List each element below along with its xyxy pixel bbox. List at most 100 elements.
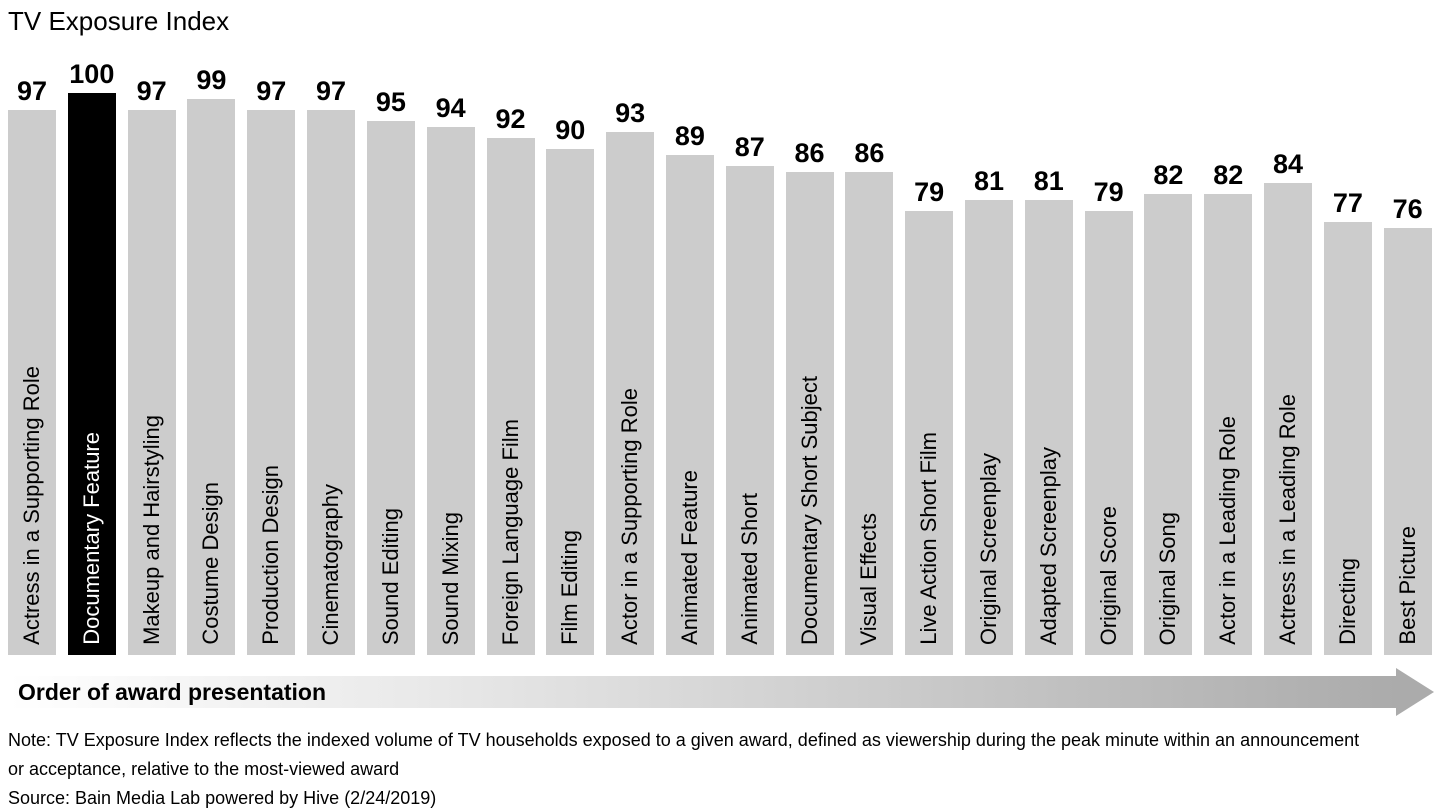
bar-value-label: 79: [914, 177, 945, 207]
bar-column: 86 Visual Effects: [845, 138, 894, 655]
bar: Original Score: [1084, 211, 1133, 655]
bar-category-label: Original Screenplay: [976, 453, 1001, 645]
bar-value-label: 87: [734, 132, 765, 162]
bar-category-label: Sound Editing: [377, 508, 403, 645]
bar-column: 92 Foreign Language Film: [486, 104, 535, 655]
bar-column: 97 Actress in a Supporting Role: [8, 78, 56, 655]
bar-category-label: Adapted Screenplay: [1035, 446, 1061, 645]
bar-highlighted: Documentary Feature: [67, 93, 116, 655]
bar-column: 97 Production Design: [247, 76, 296, 655]
bar: Actress in a Supporting Role: [8, 110, 56, 655]
bar-column: 82 Actor in a Leading Role: [1204, 160, 1253, 655]
bar-value-label: 93: [615, 98, 646, 128]
bar-column: 81 Original Screenplay: [965, 168, 1013, 655]
bar-column: 79 Live Action Short Film: [905, 177, 954, 655]
note-text: Note: TV Exposure Index reflects the ind…: [8, 730, 1360, 779]
arrow-gradient-bar: [8, 676, 1397, 708]
bar: Visual Effects: [845, 172, 894, 655]
bar-column: 82 Original Song: [1144, 160, 1193, 655]
chart-title: TV Exposure Index: [8, 6, 230, 36]
bar: Foreign Language Film: [486, 138, 535, 655]
bar-value-label: 95: [375, 87, 406, 117]
bar-value-label: 92: [495, 104, 526, 134]
bar: Animated Feature: [665, 155, 714, 655]
footnotes: Note: TV Exposure Index reflects the ind…: [8, 726, 1434, 810]
bar: Documentary Short Subject: [785, 172, 834, 655]
bar-value-label: 77: [1332, 188, 1363, 218]
bar-category-label: Sound Mixing: [437, 511, 463, 645]
bar: Film Editing: [546, 149, 595, 655]
bar-value-label: 81: [973, 166, 1005, 196]
bar-value-label: 86: [854, 138, 885, 168]
bar-category-label: Film Editing: [557, 530, 583, 645]
bar-value-label: 81: [1033, 166, 1064, 196]
bar: Directing: [1323, 222, 1372, 655]
bar-column: 95 Sound Editing: [366, 87, 415, 655]
bar: Actor in a Supporting Role: [606, 132, 655, 655]
bar-category-label: Animated Feature: [676, 470, 702, 645]
bar-value-label: 97: [16, 76, 48, 106]
bar-value-label: 84: [1273, 149, 1304, 179]
bar: Production Design: [247, 110, 296, 655]
bar-value-label: 97: [316, 76, 347, 106]
bar-category-label: Original Score: [1095, 505, 1121, 645]
bar: Makeup and Hairstyling: [127, 110, 176, 655]
bar-category-label: Production Design: [258, 465, 284, 645]
bar-column: 90 Film Editing: [546, 117, 595, 655]
bar: Sound Mixing: [426, 127, 475, 655]
bar-value-label: 82: [1213, 160, 1244, 190]
bar: Costume Design: [187, 99, 236, 655]
bar-column: 97 Makeup and Hairstyling: [127, 78, 176, 655]
bar-column: 87 Animated Short: [725, 132, 774, 655]
bar-column: 81 Adapted Screenplay: [1024, 166, 1073, 655]
bar-category-label: Cinematography: [318, 483, 344, 645]
bar-column: 97 Cinematography: [307, 76, 356, 655]
x-axis: Order of award presentation: [8, 668, 1434, 716]
bar-value-label: 79: [1093, 177, 1124, 207]
bar-column: 76 Best Picture: [1383, 194, 1432, 655]
bar: Original Screenplay: [965, 200, 1013, 655]
bar-category-label: Actor in a Leading Role: [1215, 416, 1241, 645]
bar-category-label: Original Song: [1155, 511, 1181, 645]
bar: Original Song: [1144, 194, 1193, 655]
arrow-right-icon: [1396, 668, 1434, 716]
bar: Actor in a Leading Role: [1204, 194, 1253, 655]
bar-column: 79 Original Score: [1084, 177, 1133, 655]
bar-column: 89 Animated Feature: [665, 121, 714, 655]
bar-category-label: Visual Effects: [856, 512, 882, 645]
bar: Best Picture: [1383, 228, 1432, 655]
bar: Cinematography: [307, 110, 356, 655]
bar-value-label: 89: [674, 121, 705, 151]
bar-value-label: 97: [256, 76, 287, 106]
bar-chart: 97 Actress in a Supporting Role 100 Documen…: [8, 60, 1432, 655]
bar-category-label: Documentary Feature: [78, 432, 104, 645]
bar-column: 86 Documentary Short Subject: [785, 138, 834, 655]
bar-category-label: Actress in a Leading Role: [1275, 394, 1301, 645]
bar-value-label: 100: [69, 59, 115, 89]
bar: Animated Short: [725, 166, 774, 655]
bar-value-label: 94: [435, 93, 466, 123]
bar-category-label: Actor in a Supporting Role: [617, 388, 643, 645]
bar-category-label: Foreign Language Film: [497, 418, 523, 645]
bar-column: 94 Sound Mixing: [426, 93, 475, 655]
bar-column: 77 Directing: [1323, 188, 1372, 655]
bar-category-label: Directing: [1334, 558, 1360, 645]
bar: Actress in a Leading Role: [1264, 183, 1313, 655]
bar-value-label: 99: [196, 65, 227, 95]
bar-column: 100 Documentary Feature: [67, 59, 116, 655]
bar-category-label: Live Action Short Film: [916, 432, 942, 645]
bar-value-label: 76: [1392, 194, 1423, 224]
bar-category-label: Actress in a Supporting Role: [19, 366, 44, 645]
bar-column: 99 Costume Design: [187, 65, 236, 655]
x-axis-label: Order of award presentation: [18, 679, 327, 705]
bar-category-label: Animated Short: [736, 493, 762, 645]
bar-value-label: 82: [1153, 160, 1184, 190]
bar-column: 93 Actor in a Supporting Role: [606, 98, 655, 655]
bar-category-label: Costume Design: [198, 482, 224, 645]
bar-category-label: Makeup and Hairstyling: [138, 415, 164, 645]
bar: Sound Editing: [366, 121, 415, 655]
bar-value-label: 86: [794, 138, 825, 168]
bar-column: 84 Actress in a Leading Role: [1264, 149, 1313, 655]
bar: Adapted Screenplay: [1024, 200, 1073, 655]
